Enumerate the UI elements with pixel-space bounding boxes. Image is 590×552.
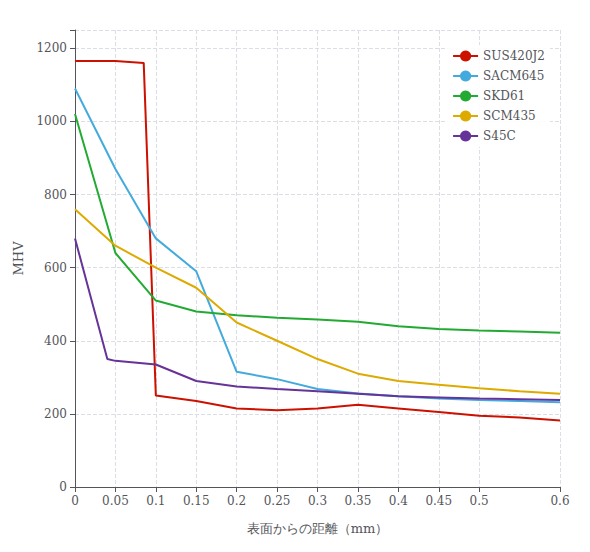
svg-text:1000: 1000	[36, 114, 67, 128]
svg-text:400: 400	[44, 334, 67, 348]
svg-text:SKD61: SKD61	[483, 89, 525, 103]
svg-text:0.15: 0.15	[183, 494, 210, 508]
svg-text:0.3: 0.3	[308, 494, 327, 508]
svg-text:SUS420J2: SUS420J2	[483, 49, 545, 63]
svg-text:0.4: 0.4	[389, 494, 408, 508]
svg-text:0.05: 0.05	[102, 494, 129, 508]
svg-text:SACM645: SACM645	[483, 69, 544, 83]
svg-text:1200: 1200	[36, 41, 67, 55]
svg-text:S45C: S45C	[483, 129, 516, 143]
svg-text:0.5: 0.5	[470, 494, 489, 508]
svg-text:0.35: 0.35	[345, 494, 372, 508]
svg-text:表面からの距離（mm）: 表面からの距離（mm）	[247, 521, 389, 536]
svg-text:0.2: 0.2	[227, 494, 246, 508]
svg-text:600: 600	[44, 261, 67, 275]
svg-text:800: 800	[44, 188, 67, 202]
svg-text:SCM435: SCM435	[483, 109, 536, 123]
svg-text:0.25: 0.25	[264, 494, 291, 508]
svg-text:0.1: 0.1	[146, 494, 165, 508]
svg-text:0: 0	[71, 494, 79, 508]
svg-text:MHV: MHV	[11, 241, 26, 276]
svg-text:0.45: 0.45	[425, 494, 452, 508]
svg-text:0: 0	[59, 480, 67, 494]
svg-text:200: 200	[44, 407, 67, 421]
svg-text:0.6: 0.6	[550, 494, 569, 508]
